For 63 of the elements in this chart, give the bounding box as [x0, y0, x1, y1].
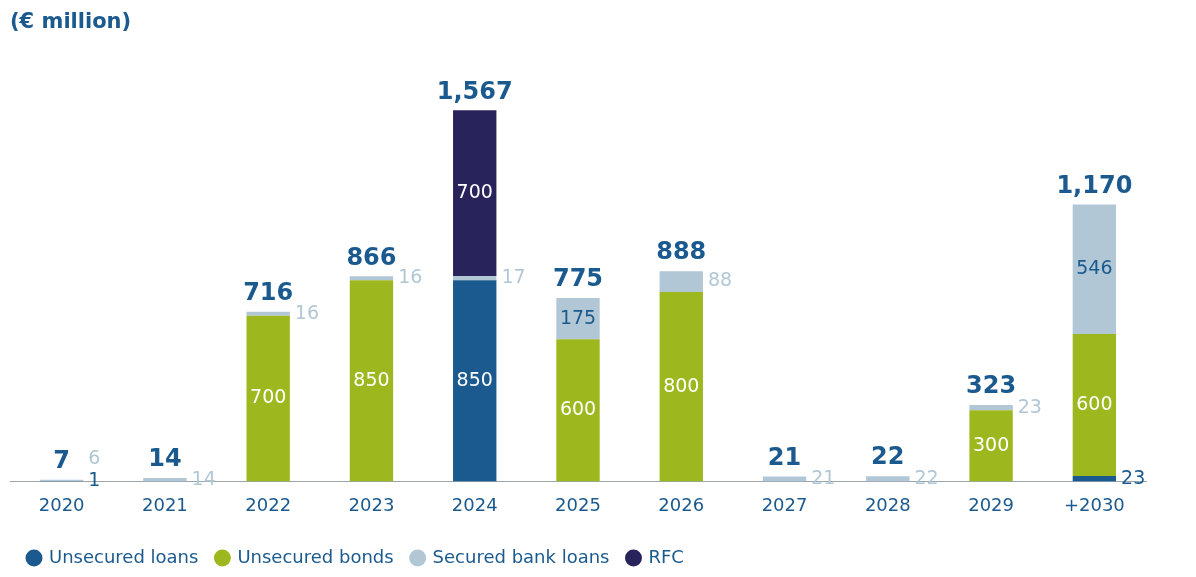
bar	[453, 276, 497, 281]
total-label: 866	[346, 242, 397, 271]
bar	[1072, 333, 1117, 476]
x-tick-label: 2026	[658, 493, 705, 515]
total-label: 1,170	[1056, 170, 1133, 199]
total-label: 888	[656, 237, 707, 266]
chart-title: (€ million)	[10, 9, 132, 34]
bar	[143, 478, 187, 482]
bar	[659, 271, 703, 292]
x-tick-label: 2021	[142, 493, 188, 515]
total-label: 7	[53, 445, 70, 474]
x-tick-label: +2030	[1063, 493, 1125, 515]
x-tick-label: 2029	[968, 493, 1014, 515]
x-tick-label: 2028	[864, 493, 911, 515]
data-label: 700	[250, 385, 287, 408]
bar	[762, 476, 807, 482]
total-label: 775	[552, 264, 604, 293]
data-label: 23	[1017, 394, 1042, 417]
data-label: 1	[88, 468, 101, 491]
total-label: 323	[966, 371, 1017, 400]
bar	[1072, 475, 1117, 482]
bar	[969, 410, 1013, 482]
bar	[349, 276, 394, 281]
bar	[246, 311, 290, 316]
data-label: 800	[663, 373, 700, 396]
x-tick-label: 2025	[555, 493, 601, 515]
data-label: 546	[1076, 256, 1113, 279]
data-label: 600	[559, 397, 597, 420]
bar	[246, 315, 290, 482]
bar	[1072, 204, 1117, 334]
data-label: 14	[148, 444, 182, 473]
data-label: 17	[501, 265, 526, 288]
data-label: 175	[559, 305, 597, 328]
x-tick-label: 2024	[451, 493, 498, 515]
data-label: 88	[707, 268, 733, 291]
x-tick-label: 2020	[38, 493, 85, 515]
bar	[453, 110, 497, 277]
data-label: 600	[1076, 391, 1113, 414]
x-tick-label: 2027	[761, 493, 808, 515]
bar	[659, 291, 703, 482]
bar	[556, 339, 600, 482]
data-label: 850	[353, 367, 390, 390]
total-label: 716	[243, 278, 294, 307]
x-tick-label: 2022	[245, 493, 292, 515]
legend-label: Secured bank loans	[432, 545, 610, 567]
data-label: 850	[456, 367, 493, 390]
bar	[866, 476, 910, 482]
legend-label: RFC	[648, 545, 684, 567]
data-label: 16	[294, 300, 320, 323]
legend-label: Unsecured loans	[49, 545, 199, 567]
bar	[453, 280, 497, 482]
data-label: 23	[1121, 465, 1146, 488]
total-label: 1,567	[436, 76, 513, 105]
data-label: 16	[398, 265, 423, 288]
bar	[969, 404, 1013, 411]
data-label: 700	[456, 180, 493, 203]
legend-label: Unsecured bonds	[237, 545, 394, 567]
data-label: 6	[88, 446, 101, 469]
data-label: 21	[767, 442, 802, 471]
x-tick-label: 2023	[348, 493, 395, 515]
data-label: 300	[972, 432, 1010, 455]
bar	[349, 280, 394, 482]
data-label: 22	[871, 442, 905, 471]
